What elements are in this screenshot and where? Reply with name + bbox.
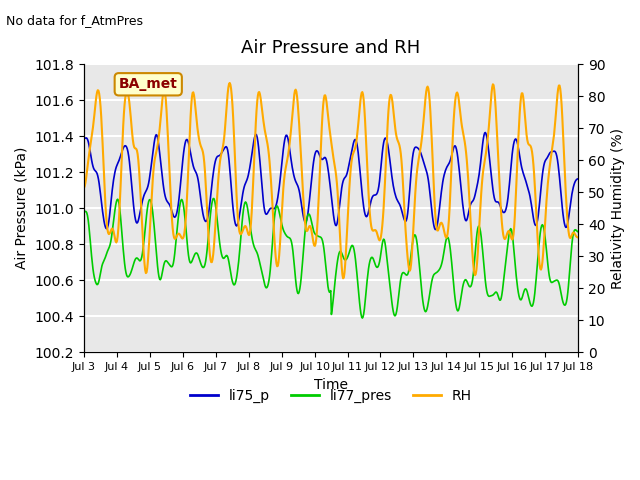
Legend: li75_p, li77_pres, RH: li75_p, li77_pres, RH — [185, 384, 477, 408]
Text: No data for f_AtmPres: No data for f_AtmPres — [6, 14, 143, 27]
Y-axis label: Relativity Humidity (%): Relativity Humidity (%) — [611, 128, 625, 288]
Title: Air Pressure and RH: Air Pressure and RH — [241, 39, 420, 57]
X-axis label: Time: Time — [314, 377, 348, 392]
Y-axis label: Air Pressure (kPa): Air Pressure (kPa) — [15, 147, 29, 269]
Text: BA_met: BA_met — [119, 77, 178, 91]
